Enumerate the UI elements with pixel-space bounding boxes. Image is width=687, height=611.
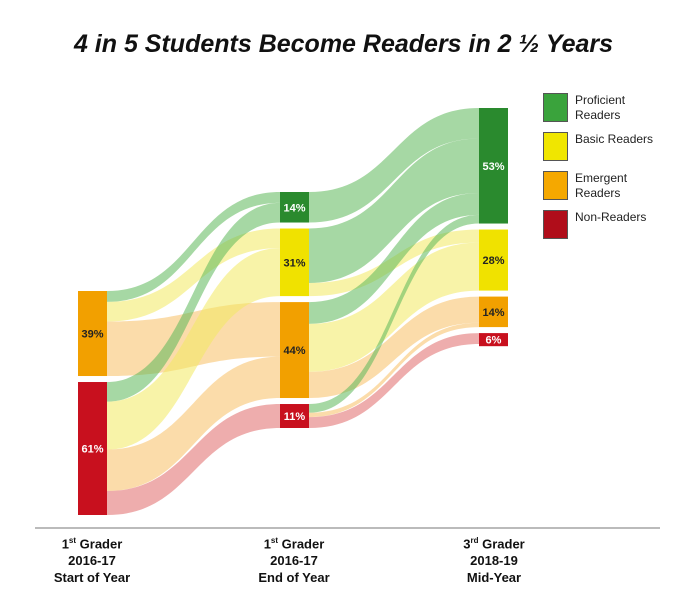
node-emergent-stage0 xyxy=(78,291,107,377)
stage-label-time: Start of Year xyxy=(53,570,131,586)
node-layer xyxy=(78,108,508,515)
stage-label-grade: 1st Grader xyxy=(234,532,354,552)
node-emergent-stage2 xyxy=(479,296,508,328)
legend-item-proficient: Proficient Readers xyxy=(543,93,683,132)
node-label-emergent-stage1: 44% xyxy=(283,345,305,357)
node-non-stage0 xyxy=(78,382,107,515)
flow-basic-to-proficient-stage1 xyxy=(309,138,479,284)
chart-title: 4 in 5 Students Become Readers in 2 ½ Ye… xyxy=(73,30,614,58)
legend-item-emergent: Emergent Readers xyxy=(543,171,683,210)
stage-label-year: 2016-17 xyxy=(270,553,318,569)
flow-non-to-emergent-stage1 xyxy=(309,322,479,418)
flow-emergent-to-basic-stage0 xyxy=(107,228,280,322)
node-label-basic-stage2: 28% xyxy=(482,255,504,267)
node-label-non-stage0: 61% xyxy=(81,444,103,456)
stage-label-grader: Grader xyxy=(278,536,325,552)
flow-non-to-emergent-stage0 xyxy=(107,356,280,492)
stage-label-ordinal: 1 xyxy=(263,536,271,552)
node-basic-stage1 xyxy=(280,228,309,297)
flow-emergent-to-basic-stage1 xyxy=(309,242,479,372)
stage-label-0: 1st Grader 2016-17 Start of Year xyxy=(32,532,152,586)
flow-non-to-non-stage0 xyxy=(107,404,280,515)
flow-layer xyxy=(107,108,479,515)
node-label-emergent-stage2: 14% xyxy=(482,307,504,319)
stage-label-grade: 1st Grader xyxy=(32,532,152,552)
node-label-non-stage2: 6% xyxy=(486,335,502,347)
stage-label-grade: 3rd Grader xyxy=(434,532,554,552)
legend-label-proficient: Proficient Readers xyxy=(575,93,626,122)
stage-label-suffix: rd xyxy=(470,536,479,545)
stage-label-suffix: st xyxy=(270,536,279,545)
legend-item-non: Non-Readers xyxy=(543,210,683,249)
flow-non-to-basic-stage0 xyxy=(107,248,280,450)
node-basic-stage2 xyxy=(479,229,508,291)
legend-swatch-basic xyxy=(543,132,568,161)
node-label-proficient-stage2: 53% xyxy=(482,161,504,173)
stage-label-ordinal: 3 xyxy=(463,536,471,552)
legend-item-basic: Basic Readers xyxy=(543,132,683,171)
stage-label-suffix: st xyxy=(68,536,77,545)
stage-label-grader: Grader xyxy=(76,536,123,552)
node-emergent-stage1 xyxy=(280,302,309,399)
flow-emergent-to-proficient-stage0 xyxy=(107,192,280,302)
flow-non-to-non-stage1 xyxy=(309,333,479,428)
flow-non-to-proficient-stage1 xyxy=(309,214,479,413)
node-label-emergent-stage0: 39% xyxy=(81,329,103,341)
flow-emergent-to-proficient-stage1 xyxy=(309,193,479,324)
node-label-layer: 39% 61% 14% 31% 44% 11% 53% 28% 14% 6% xyxy=(81,161,504,456)
legend-label-non: Non-Readers xyxy=(575,210,647,224)
node-proficient-stage2 xyxy=(479,108,508,224)
node-non-stage1 xyxy=(280,404,309,428)
legend: Proficient Readers Basic Readers Emergent … xyxy=(543,93,683,249)
node-label-non-stage1: 11% xyxy=(284,411,306,423)
stage-label-year: 2016-17 xyxy=(68,553,116,569)
stage-label-time: Mid-Year xyxy=(466,570,522,586)
legend-swatch-proficient xyxy=(543,93,568,122)
flow-proficient-to-proficient-stage1 xyxy=(309,108,479,223)
stage-label-2: 3rd Grader 2018-19 Mid-Year xyxy=(434,532,554,586)
stage-label-grader: Grader xyxy=(478,536,525,552)
stage-label-ordinal: 1 xyxy=(61,536,69,552)
flow-non-to-proficient-stage0 xyxy=(107,202,280,402)
node-non-stage2 xyxy=(479,333,508,347)
node-label-basic-stage1: 31% xyxy=(283,257,305,269)
legend-label-emergent: Emergent Readers xyxy=(575,171,628,200)
legend-swatch-emergent xyxy=(543,171,568,200)
stage-label-time: End of Year xyxy=(258,570,330,586)
legend-label-basic: Basic Readers xyxy=(575,132,654,146)
stage-label-year: 2018-19 xyxy=(470,553,518,569)
flow-emergent-to-emergent-stage1 xyxy=(309,296,479,399)
node-label-proficient-stage1: 14% xyxy=(283,202,305,214)
node-proficient-stage1 xyxy=(280,192,309,223)
stage-label-1: 1st Grader 2016-17 End of Year xyxy=(234,532,354,586)
legend-swatch-non xyxy=(543,210,568,239)
